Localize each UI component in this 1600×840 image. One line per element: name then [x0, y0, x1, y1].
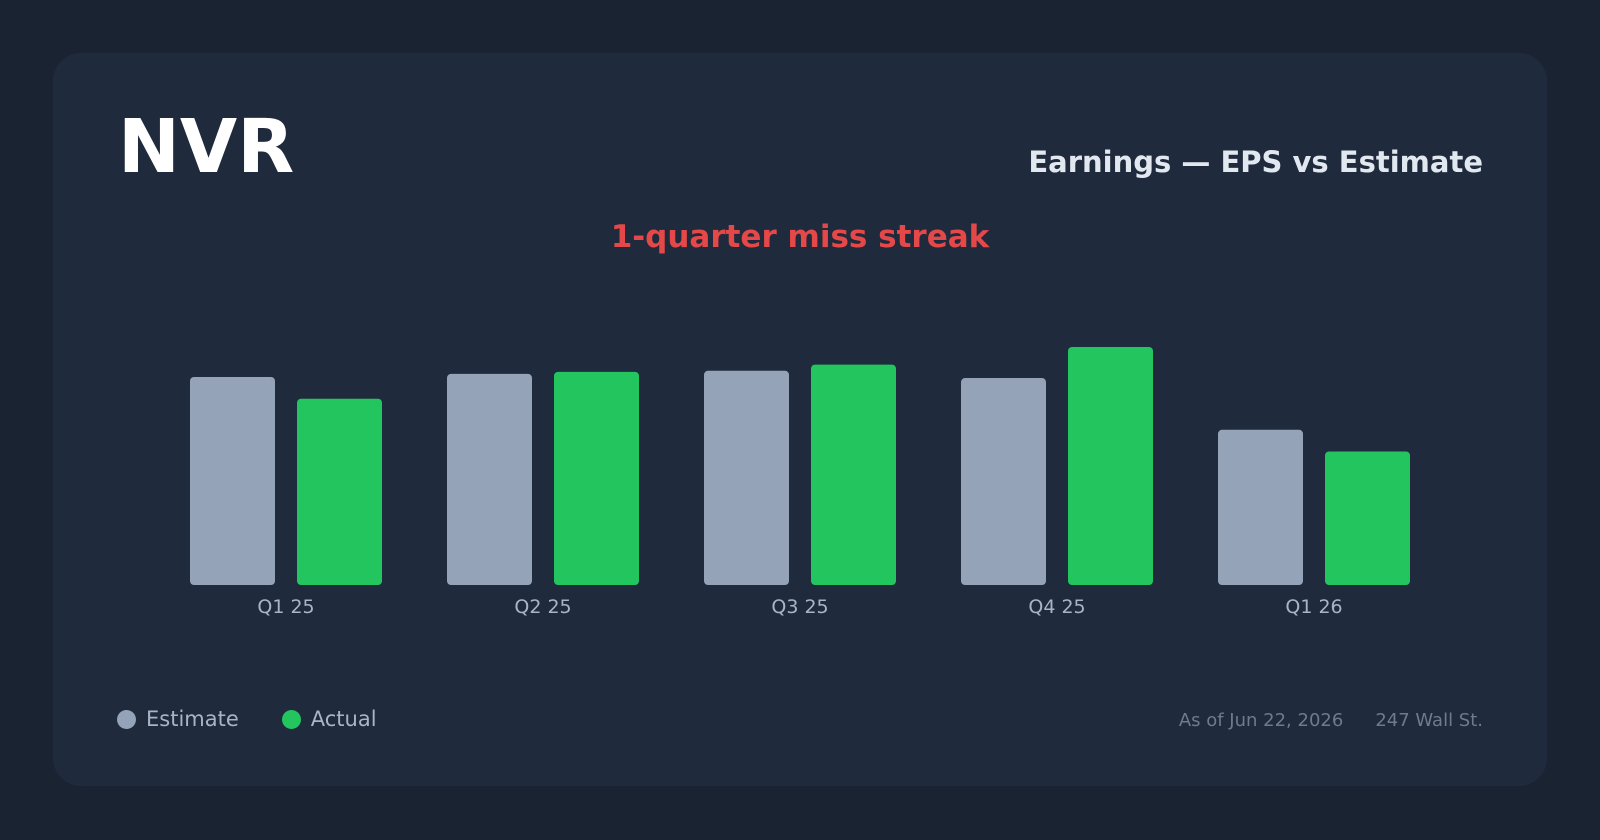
bar-estimate-q2-25	[447, 373, 532, 585]
bar-actual-q1-26	[1325, 451, 1410, 585]
x-tick-label-q1-26: Q1 26	[1285, 596, 1342, 618]
bar-actual-q1-25	[297, 398, 382, 585]
bar-estimate-q1-26	[1218, 429, 1303, 585]
legend-swatch-actual	[281, 709, 301, 729]
bar-actual-q2-25	[554, 371, 639, 585]
x-tick-label-q1-25: Q1 25	[257, 596, 314, 618]
x-tick-label-q2-25: Q2 25	[514, 596, 571, 618]
legend-label-actual: Actual	[310, 707, 377, 731]
legend-swatch-estimate	[117, 709, 136, 729]
x-tick-label-q3-25: Q3 25	[771, 596, 828, 618]
ticker-symbol: NVR	[118, 104, 295, 190]
bar-estimate-q4-25	[961, 378, 1046, 585]
bar-estimate-q3-25	[704, 370, 789, 585]
source-label: 247 Wall St.	[1375, 710, 1483, 731]
legend-label-estimate: Estimate	[146, 707, 239, 731]
x-tick-label-q4-25: Q4 25	[1028, 596, 1085, 618]
bar-actual-q4-25	[1068, 347, 1153, 585]
legend: Estimate Actual	[117, 707, 420, 731]
as-of-date: As of Jun 22, 2026	[1178, 710, 1344, 731]
legend-item-actual: Actual	[281, 707, 377, 731]
footer: As of Jun 22, 2026 247 Wall St.	[1179, 710, 1483, 731]
bar-estimate-q1-25	[190, 377, 275, 585]
bar-actual-q3-25	[811, 364, 896, 585]
legend-item-estimate: Estimate	[117, 707, 239, 731]
chart-title: Earnings — EPS vs Estimate	[1028, 145, 1483, 179]
streak-annotation: 1-quarter miss streak	[610, 219, 990, 255]
